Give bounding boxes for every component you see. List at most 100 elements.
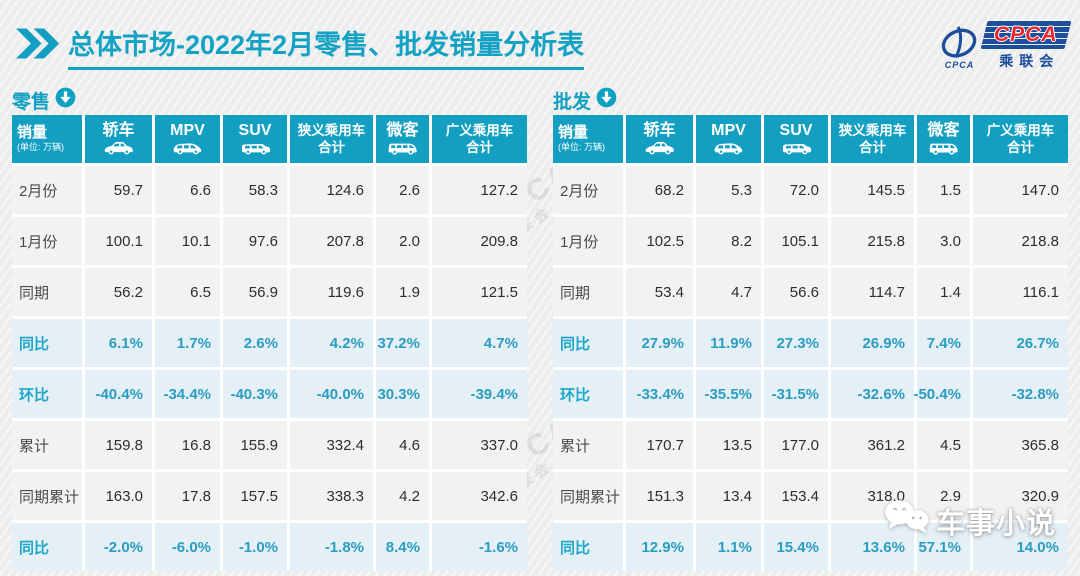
suv-icon	[780, 141, 813, 155]
data-cell: 1.1%	[696, 523, 761, 571]
logo-caption: CPCA	[944, 59, 975, 70]
data-cell: 147.0	[973, 166, 1068, 214]
column-header-label: 微客	[927, 121, 960, 139]
cpca-wordmark: CPCA 乘联会	[980, 21, 1072, 71]
data-cell: -34.4%	[155, 370, 220, 418]
table-grid: 销量 (单位: 万辆) 轿车 MPV SUV 狭义乘用车 合计 微客 广义乘用车 合计 2月份 68.…	[553, 115, 1068, 571]
data-cell: 26.7%	[973, 319, 1068, 367]
data-cell: 57.1%	[917, 523, 970, 571]
row-label: 同比	[12, 523, 82, 571]
data-cell: 119.6	[290, 268, 373, 316]
page-title: 总体市场-2022年2月零售、批发销量分析表	[68, 23, 585, 70]
van-icon	[386, 141, 419, 155]
row-label: 同期累计	[553, 472, 623, 520]
data-cell: 1.7%	[155, 319, 220, 367]
data-cell: -6.0%	[155, 523, 220, 571]
mpv-icon	[171, 141, 204, 155]
data-cell: -1.6%	[432, 523, 527, 571]
wholesale-table: 批发 销量 (单位: 万辆) 轿车 MPV SUV 狭义乘用车 合计 微客 广义乘用车 合计 2月份…	[553, 87, 1068, 571]
column-header-cell: 广义乘用车 合计	[973, 115, 1068, 163]
data-cell: -50.4%	[913, 370, 970, 418]
data-cell: -35.5%	[696, 370, 761, 418]
row-label: 累计	[553, 421, 623, 469]
data-cell: 105.1	[764, 217, 828, 265]
data-cell: 127.2	[432, 166, 527, 214]
sedan-icon	[643, 141, 676, 155]
retail-label: 零售	[12, 91, 51, 113]
data-cell: 72.0	[764, 166, 828, 214]
data-cell: 320.9	[973, 472, 1068, 520]
row-label: 累计	[12, 421, 82, 469]
data-cell: 155.9	[223, 421, 287, 469]
data-cell: 53.4	[626, 268, 693, 316]
data-cell: 58.3	[223, 166, 287, 214]
data-cell: 13.6%	[831, 523, 914, 571]
data-cell: 163.0	[85, 472, 152, 520]
data-cell: 4.2%	[290, 319, 373, 367]
data-cell: 218.8	[973, 217, 1068, 265]
table-grid: 销量 (单位: 万辆) 轿车 MPV SUV 狭义乘用车 合计 微客 广义乘用车 合计 2月份 59.…	[12, 115, 527, 571]
row-label: 1月份	[553, 217, 623, 265]
row-label: 同期	[553, 268, 623, 316]
column-header-cell: MPV	[696, 115, 761, 163]
column-header-cell: SUV	[223, 115, 287, 163]
data-cell: 215.8	[831, 217, 914, 265]
cpca-acronym: CPCA	[994, 23, 1058, 46]
data-cell: 11.9%	[696, 319, 761, 367]
wholesale-table-label: 批发	[553, 87, 1068, 113]
data-cell: 2.0	[376, 217, 429, 265]
data-cell: 6.6	[155, 166, 220, 214]
data-cell: 5.3	[696, 166, 761, 214]
data-cell: 114.7	[831, 268, 914, 316]
column-header-cell: 狭义乘用车 合计	[831, 115, 914, 163]
column-header-label: 狭义乘用车	[297, 122, 366, 138]
double-chevron-icon	[16, 28, 60, 64]
data-cell: 30.3%	[376, 370, 429, 418]
column-header-label: 合计	[1007, 139, 1034, 155]
column-header-label: MPV	[711, 121, 746, 139]
column-header-cell: 狭义乘用车 合计	[290, 115, 373, 163]
row-label: 2月份	[553, 166, 623, 214]
data-cell: 207.8	[290, 217, 373, 265]
data-cell: 157.5	[223, 472, 287, 520]
data-cell: -39.4%	[432, 370, 527, 418]
data-cell: 6.1%	[85, 319, 152, 367]
data-cell: 7.4%	[917, 319, 970, 367]
data-cell: 10.1	[155, 217, 220, 265]
data-cell: -31.5%	[764, 370, 828, 418]
data-cell: -32.6%	[831, 370, 914, 418]
cpca-flag: CPCA	[980, 21, 1072, 49]
data-cell: 4.2	[376, 472, 429, 520]
data-cell: 15.4%	[764, 523, 828, 571]
sales-unit-header-cell: 销量 (单位: 万辆)	[12, 115, 82, 163]
data-cell: 2.6	[376, 166, 429, 214]
row-label: 2月份	[12, 166, 82, 214]
data-cell: 151.3	[626, 472, 693, 520]
unit-note-label: (单位: 万辆)	[17, 141, 64, 152]
column-header-label: 合计	[318, 139, 345, 155]
page-title-strong: 总体市场	[68, 29, 176, 60]
data-cell: 145.5	[831, 166, 914, 214]
van-icon	[927, 141, 960, 155]
data-cell: 4.6	[376, 421, 429, 469]
column-header-label: 广义乘用车	[445, 122, 514, 138]
data-cell: 17.8	[155, 472, 220, 520]
column-header-cell: MPV	[155, 115, 220, 163]
data-cell: 2.6%	[223, 319, 287, 367]
column-header-cell: 轿车	[85, 115, 152, 163]
column-header-label: 轿车	[643, 121, 676, 139]
data-cell: 68.2	[626, 166, 693, 214]
column-header-cell: SUV	[764, 115, 828, 163]
data-cell: 1.4	[917, 268, 970, 316]
suv-icon	[239, 141, 272, 155]
column-header-label: 合计	[859, 139, 886, 155]
data-cell: 116.1	[973, 268, 1068, 316]
data-cell: -40.0%	[290, 370, 373, 418]
wholesale-label: 批发	[553, 91, 592, 113]
social-watermark: 车事小说	[882, 497, 1056, 544]
social-watermark-text: 车事小说	[936, 507, 1057, 540]
data-cell: 13.4	[696, 472, 761, 520]
data-cell: 124.6	[290, 166, 373, 214]
data-cell: 12.9%	[626, 523, 693, 571]
data-cell: -33.4%	[626, 370, 693, 418]
